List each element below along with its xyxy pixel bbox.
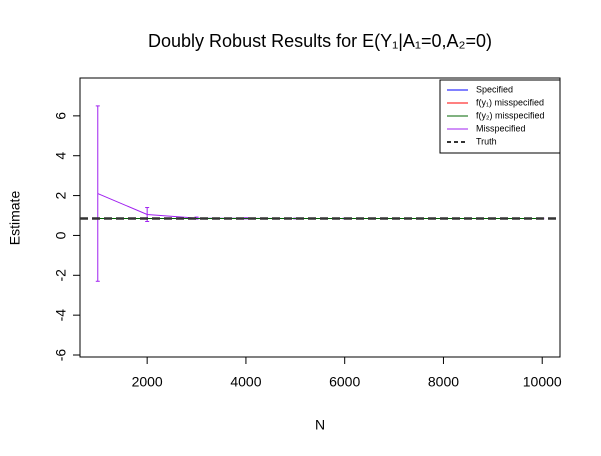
legend-label: Truth <box>476 136 497 146</box>
y-tick-label: -2 <box>53 269 69 282</box>
x-tick-label: 10000 <box>523 374 562 390</box>
legend-label: f(y₁) misspecified <box>476 97 544 107</box>
x-tick-label: 2000 <box>132 374 163 390</box>
chart-title: Doubly Robust Results for E(Y₁|A₁=0,A₂=0… <box>148 31 492 51</box>
y-axis-label: Estimate <box>7 191 23 246</box>
y-tick-label: -6 <box>53 349 69 362</box>
x-tick-label: 4000 <box>230 374 261 390</box>
legend-label: f(y₂) misspecified <box>476 110 545 120</box>
legend-label: Specified <box>476 84 513 94</box>
y-tick-label: 4 <box>53 152 69 160</box>
y-tick-label: -4 <box>53 309 69 322</box>
legend-label: Misspecified <box>476 123 526 133</box>
y-tick-label: 2 <box>53 191 69 199</box>
y-tick-label: 0 <box>53 231 69 239</box>
x-tick-label: 6000 <box>329 374 360 390</box>
x-axis-label: N <box>315 417 325 433</box>
x-tick-label: 8000 <box>428 374 459 390</box>
y-tick-label: 6 <box>53 112 69 120</box>
